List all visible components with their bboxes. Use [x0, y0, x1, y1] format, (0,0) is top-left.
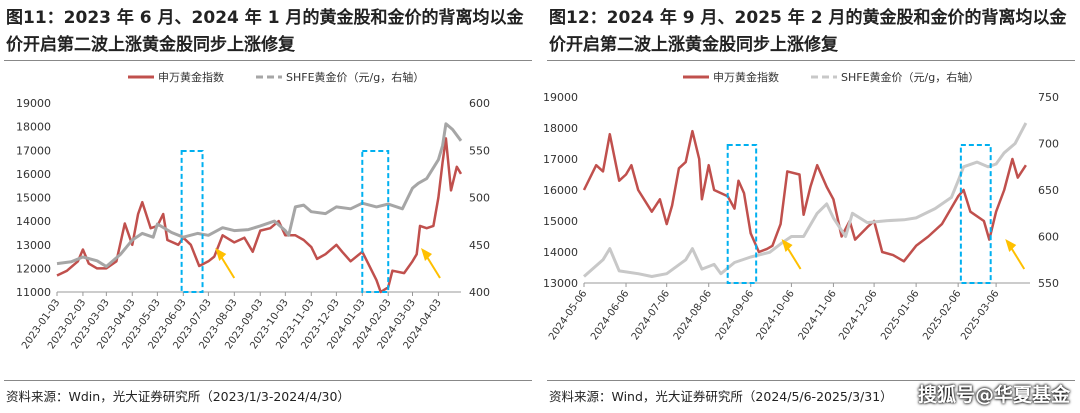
- chart-title: 图12：2024 年 9 月、2025 年 2 月的黄金股和金价的背离均以金价开…: [549, 8, 1067, 55]
- y-tick-label: 13000: [543, 277, 578, 290]
- x-tick-label: 2024-11-06: [797, 288, 839, 342]
- legend-label: 申万黄金指数: [713, 70, 779, 84]
- gold-price-line: [583, 122, 1028, 278]
- y-tick-label: 15000: [543, 215, 578, 228]
- highlight-box: [180, 150, 204, 293]
- gold-index-line: [582, 129, 1027, 263]
- y2-tick-label: 600: [1038, 231, 1059, 244]
- y2-tick-label: 400: [469, 286, 490, 299]
- highlight-box: [361, 150, 390, 293]
- y2-tick-label: 750: [1038, 91, 1059, 104]
- x-tick-label: 2025-02-06: [921, 288, 963, 342]
- arrow-head-icon: [1005, 239, 1017, 252]
- y2-tick-label: 700: [1038, 138, 1059, 151]
- y-tick-label: 15000: [16, 192, 51, 205]
- y-tick-label: 17000: [16, 144, 51, 157]
- legend-label: SHFE黄金价（元/g，右轴）: [841, 70, 979, 84]
- y2-tick-label: 450: [469, 239, 490, 252]
- gold-index-line: [56, 137, 463, 294]
- x-tick-label: 2025-03-06: [959, 288, 1001, 342]
- chart-panel-12: 图12：2024 年 9 月、2025 年 2 月的黄金股和金价的背离均以金价开…: [543, 0, 1078, 413]
- arrow-head-icon: [215, 248, 227, 261]
- divider: [547, 60, 1075, 61]
- y2-tick-label: 650: [1038, 184, 1059, 197]
- x-tick-label: 2024-10-06: [755, 288, 797, 342]
- y-tick-label: 12000: [16, 262, 51, 275]
- x-tick-label: 2024-08-06: [672, 288, 714, 342]
- source-note: 资料来源：Wind，光大证券研究所（2024/5/6-2025/3/31）: [549, 389, 893, 404]
- y-tick-label: 19000: [543, 91, 578, 104]
- y-tick-label: 14000: [543, 246, 578, 259]
- y2-tick-label: 550: [469, 144, 490, 157]
- gold-price-line: [56, 122, 463, 268]
- x-tick-label: 2024-05-06: [547, 288, 589, 342]
- y-tick-label: 19000: [16, 97, 51, 110]
- y-tick-label: 18000: [543, 122, 578, 135]
- y2-tick-label: 500: [469, 192, 490, 205]
- arrow-head-icon: [421, 248, 433, 261]
- chart-11: 11000 12000 13000 14000 15000 16000 17000 18000…: [16, 70, 490, 351]
- y2-tick-label: 550: [1038, 277, 1059, 290]
- chart-12: 13000 14000 15000 16000 17000 18000 19000 550 60…: [543, 70, 1059, 342]
- divider: [4, 380, 532, 381]
- y-tick-label: 13000: [16, 239, 51, 252]
- watermark: 搜狐号@华夏基金: [917, 384, 1070, 406]
- y-tick-label: 17000: [543, 153, 578, 166]
- divider: [4, 60, 532, 61]
- chart-panel-11: 图11：2023 年 6 月、2024 年 1 月的黄金股和金价的背离均以金价开…: [0, 0, 535, 413]
- legend-label: 申万黄金指数: [158, 70, 224, 84]
- y2-tick-label: 600: [469, 97, 490, 110]
- y-tick-label: 14000: [16, 215, 51, 228]
- x-tick-label: 2025-01-06: [879, 288, 921, 342]
- highlight-box: [959, 144, 992, 284]
- x-tick-label: 2024-07-06: [630, 288, 672, 342]
- y-tick-label: 16000: [16, 168, 51, 181]
- x-tick-label: 2024-09-06: [714, 288, 756, 342]
- y-tick-label: 16000: [543, 184, 578, 197]
- legend-label: SHFE黄金价（元/g，右轴）: [286, 70, 424, 84]
- highlight-box: [726, 144, 758, 284]
- arrow-head-icon: [781, 239, 793, 252]
- x-tick-label: 2024-12-06: [837, 288, 879, 342]
- chart-title: 图11：2023 年 6 月、2024 年 1 月的黄金股和金价的背离均以金价开…: [6, 8, 524, 55]
- source-note: 资料来源：Wdin，光大证券研究所（2023/1/3-2024/4/30）: [6, 389, 350, 404]
- y-tick-label: 11000: [16, 286, 51, 299]
- divider: [547, 380, 1075, 381]
- y-tick-label: 18000: [16, 121, 51, 134]
- x-tick-label: 2024-06-06: [589, 288, 631, 342]
